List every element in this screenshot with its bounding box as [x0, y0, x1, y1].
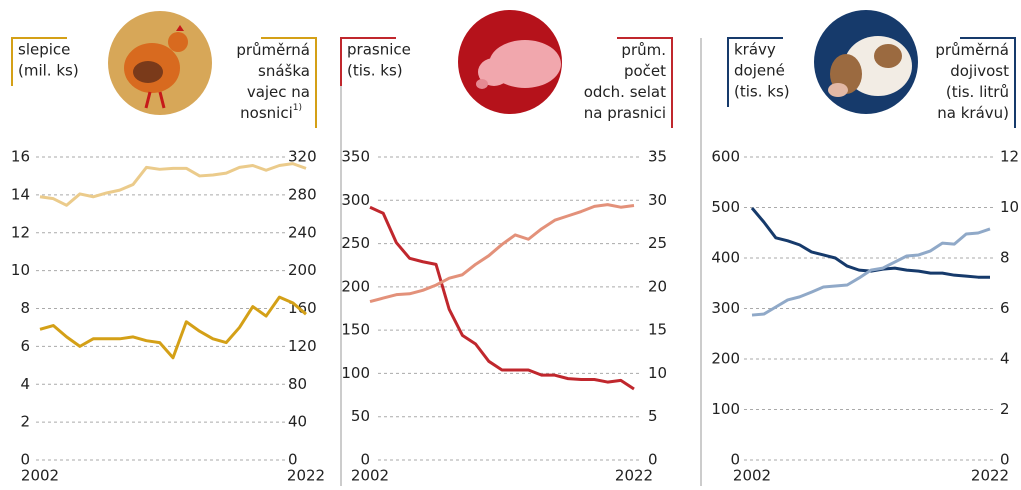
y-axis-label: prasnice [347, 41, 411, 59]
y2-tick-label: 2 [1000, 400, 1010, 418]
y-tick-label: 150 [341, 321, 370, 339]
cow-icon [814, 10, 918, 114]
y2-axis-label-line: snáška [258, 62, 310, 80]
x-tick-label: 2022 [287, 467, 325, 485]
y-tick-label: 200 [341, 277, 370, 295]
y2-axis-label: (tis. litrů [946, 83, 1009, 101]
y2-axis-label-line: prům. [621, 41, 666, 59]
x-tick-label: 2022 [971, 467, 1009, 485]
footnote-mark: 1) [293, 103, 302, 113]
y-tick-label: 10 [11, 261, 30, 279]
y2-tick-label: 35 [648, 148, 667, 166]
y2-axis-label: nosnici1) [240, 103, 302, 122]
y-tick-label: 600 [711, 148, 740, 166]
x-tick-label: 2022 [615, 467, 653, 485]
y2-axis-label: na krávu) [937, 104, 1009, 122]
page: {"chart_data": [ {"type": "line", "y_lab… [0, 0, 1021, 486]
y2-axis-label-line: průměrná [935, 41, 1009, 59]
y2-tick-label: 6 [1000, 299, 1010, 317]
y2-tick-label: 15 [648, 321, 667, 339]
y2-axis-label: na prasnici [584, 104, 666, 122]
y-tick-label: 400 [711, 249, 740, 267]
series-line [40, 164, 306, 206]
y2-axis-label: vajec na [247, 83, 310, 101]
y2-axis-label-line: počet [624, 62, 666, 80]
y2-tick-label: 30 [648, 191, 667, 209]
y-axis-label: (mil. ks) [18, 62, 79, 80]
y2-axis-label: prům. [621, 41, 666, 59]
y2-axis-label-line: nosnici [240, 104, 293, 122]
y2-axis-label-line: na krávu) [937, 104, 1009, 122]
y-tick-label: 16 [11, 148, 30, 166]
y2-tick-label: 25 [648, 234, 667, 252]
y-tick-label: 350 [341, 148, 370, 166]
y-tick-label: 8 [20, 299, 30, 317]
y2-tick-label: 10 [648, 364, 667, 382]
y2-tick-label: 120 [288, 337, 317, 355]
y-tick-label: 12 [11, 223, 30, 241]
y2-tick-label: 5 [648, 407, 658, 425]
y-tick-label: 300 [341, 191, 370, 209]
hen-icon [108, 11, 212, 115]
y-tick-label: 200 [711, 350, 740, 368]
chart: slepice (mil. ks) průměrná snáška vajec na no… [0, 0, 1021, 486]
y-tick-label: 250 [341, 234, 370, 252]
series-line [370, 207, 634, 389]
y2-axis-label-line: vajec na [247, 83, 310, 101]
y-tick-label: 4 [20, 375, 30, 393]
y2-tick-label: 240 [288, 223, 317, 241]
y2-axis-label-line: odch. selat [584, 83, 666, 101]
y2-tick-label: 280 [288, 185, 317, 203]
x-tick-label: 2002 [351, 467, 389, 485]
y-tick-label: 6 [20, 337, 30, 355]
y2-tick-label: 200 [288, 261, 317, 279]
y-tick-label: 50 [351, 407, 370, 425]
y-axis-label: (tis. ks) [734, 83, 790, 101]
y2-axis-label: průměrná [935, 41, 1009, 59]
y2-tick-label: 12 [1000, 148, 1019, 166]
y2-axis-label: snáška [258, 62, 310, 80]
y-tick-label: 100 [341, 364, 370, 382]
y2-axis-label-line: na prasnici [584, 104, 666, 122]
x-tick-label: 2002 [21, 467, 59, 485]
y-axis-label: slepice [18, 41, 70, 59]
y-tick-label: 14 [11, 185, 30, 203]
y2-axis-label: dojivost [950, 62, 1009, 80]
y-tick-label: 100 [711, 400, 740, 418]
y-axis-label: krávy [734, 41, 776, 59]
y2-tick-label: 80 [288, 375, 307, 393]
y2-axis-label-line: průměrná [236, 41, 310, 59]
y-axis-label: dojené [734, 62, 785, 80]
y-tick-label: 2 [20, 413, 30, 431]
y2-tick-label: 40 [288, 413, 307, 431]
y-axis-label: (tis. ks) [347, 62, 403, 80]
y2-axis-label-line: dojivost [950, 62, 1009, 80]
x-tick-label: 2002 [733, 467, 771, 485]
series-line [40, 297, 306, 358]
y2-axis-label: odch. selat [584, 83, 666, 101]
y2-tick-label: 20 [648, 277, 667, 295]
y-tick-label: 300 [711, 299, 740, 317]
y2-axis-label: průměrná [236, 41, 310, 59]
y2-axis-label-line: (tis. litrů [946, 83, 1009, 101]
y2-tick-label: 4 [1000, 350, 1010, 368]
y2-tick-label: 10 [1000, 198, 1019, 216]
pig-icon [458, 10, 562, 114]
y2-axis-label: počet [624, 62, 666, 80]
y2-tick-label: 8 [1000, 249, 1010, 267]
y-tick-label: 500 [711, 198, 740, 216]
